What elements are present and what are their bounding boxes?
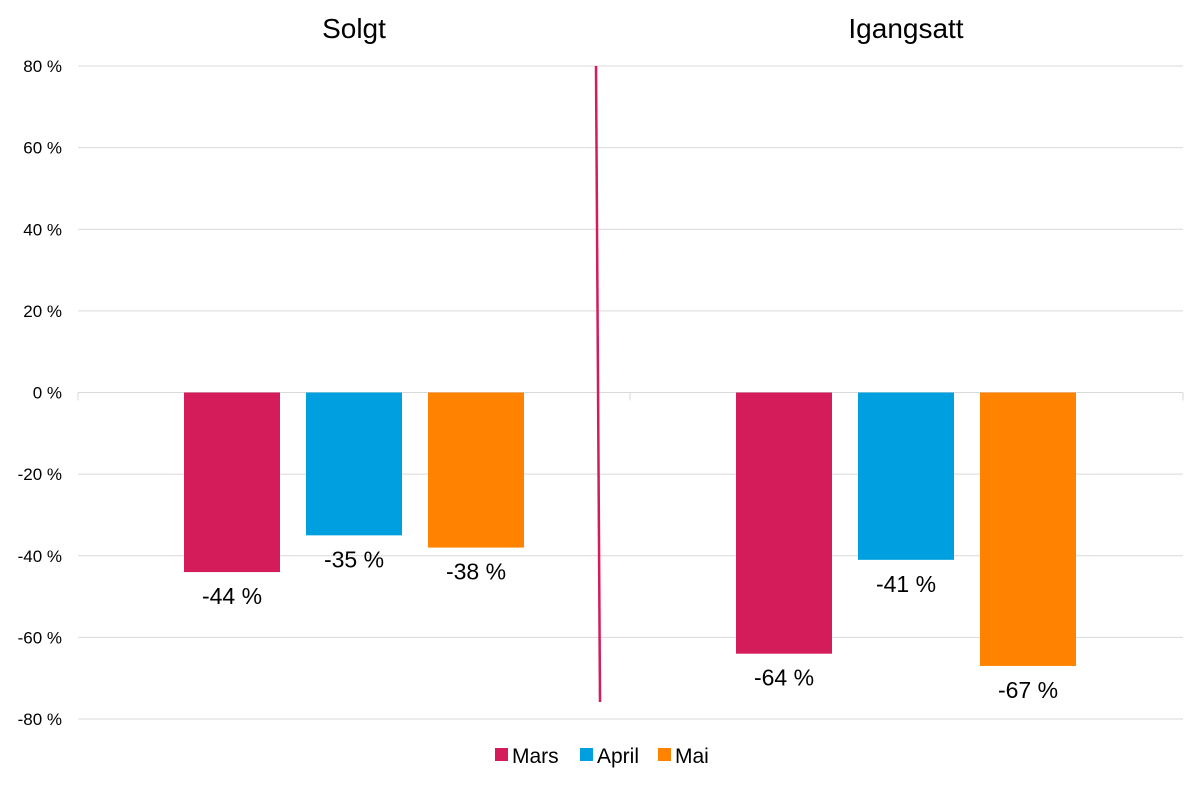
- legend-swatch: [495, 748, 508, 761]
- data-label: -38 %: [446, 559, 506, 585]
- panel-title-igangsatt: Igangsatt: [848, 13, 963, 44]
- y-tick-label: 20 %: [23, 302, 62, 321]
- data-label: -67 %: [998, 677, 1058, 703]
- legend: Mars April Mai: [495, 745, 709, 768]
- y-tick-label: -20 %: [18, 465, 62, 484]
- legend-item-mars: Mars: [495, 745, 559, 768]
- legend-label: April: [597, 745, 639, 768]
- y-tick-label: 60 %: [23, 139, 62, 158]
- bar-igangsatt-mars: [736, 392, 832, 654]
- legend-swatch: [580, 748, 593, 761]
- bar-igangsatt-mai: [980, 392, 1076, 666]
- bars: [184, 392, 1076, 666]
- y-tick-label: -60 %: [18, 628, 62, 647]
- data-label: -64 %: [754, 665, 814, 691]
- panel-titles: Solgt Igangsatt: [322, 13, 964, 44]
- y-axis-ticks: 80 % 60 % 40 % 20 % 0 % -20 % -40 % -60 % -80 %: [18, 57, 62, 729]
- y-tick-label: -40 %: [18, 547, 62, 566]
- data-labels: -44 % -35 % -38 % -64 % -41 % -67 %: [202, 546, 1058, 703]
- legend-item-mai: Mai: [658, 745, 709, 768]
- bar-solgt-mars: [184, 392, 280, 573]
- data-label: -35 %: [324, 546, 384, 572]
- data-label: -44 %: [202, 583, 262, 609]
- bar-solgt-mai: [428, 392, 524, 548]
- legend-label: Mars: [512, 745, 559, 768]
- y-tick-label: 0 %: [33, 384, 62, 403]
- panel-title-solgt: Solgt: [322, 13, 386, 44]
- y-tick-label: 40 %: [23, 220, 62, 239]
- data-label: -41 %: [876, 571, 936, 597]
- bar-solgt-april: [306, 392, 402, 536]
- bar-igangsatt-april: [858, 392, 954, 560]
- legend-label: Mai: [675, 745, 709, 768]
- panel-divider: [594, 65, 602, 703]
- legend-swatch: [658, 748, 671, 761]
- y-tick-label: -80 %: [18, 710, 62, 729]
- legend-item-april: April: [580, 745, 639, 768]
- y-tick-label: 80 %: [23, 57, 62, 76]
